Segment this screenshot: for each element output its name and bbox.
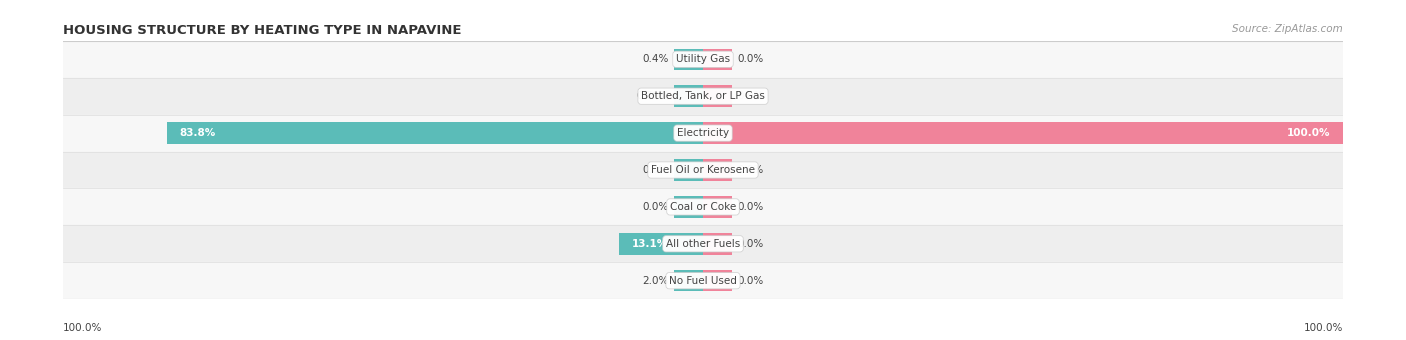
Text: 100.0%: 100.0%	[1303, 323, 1343, 333]
Bar	[63, 152, 1343, 188]
Text: HOUSING STRUCTURE BY HEATING TYPE IN NAPAVINE: HOUSING STRUCTURE BY HEATING TYPE IN NAP…	[63, 24, 461, 37]
Bar	[63, 188, 1343, 225]
Text: Bottled, Tank, or LP Gas: Bottled, Tank, or LP Gas	[641, 91, 765, 101]
Text: 13.1%: 13.1%	[631, 239, 668, 249]
Bar	[675, 49, 703, 70]
Bar	[619, 233, 703, 255]
Text: 0.4%: 0.4%	[643, 54, 669, 64]
Text: 0.0%: 0.0%	[737, 202, 763, 212]
Text: 0.79%: 0.79%	[636, 91, 669, 101]
Bar	[675, 196, 703, 218]
Text: Source: ZipAtlas.com: Source: ZipAtlas.com	[1232, 24, 1343, 34]
Text: 0.0%: 0.0%	[737, 276, 763, 286]
Bar	[63, 225, 1343, 262]
Text: Coal or Coke: Coal or Coke	[669, 202, 737, 212]
Text: 83.8%: 83.8%	[180, 128, 217, 138]
Text: 0.0%: 0.0%	[737, 54, 763, 64]
Text: 100.0%: 100.0%	[63, 323, 103, 333]
Text: Utility Gas: Utility Gas	[676, 54, 730, 64]
Bar	[703, 270, 731, 291]
Text: 0.0%: 0.0%	[737, 91, 763, 101]
Bar	[63, 262, 1343, 299]
Text: 100.0%: 100.0%	[1286, 128, 1330, 138]
Bar	[703, 196, 731, 218]
Bar	[703, 159, 731, 181]
Bar	[63, 41, 1343, 78]
Text: 2.0%: 2.0%	[643, 276, 669, 286]
Text: All other Fuels: All other Fuels	[666, 239, 740, 249]
Text: No Fuel Used: No Fuel Used	[669, 276, 737, 286]
Bar	[703, 122, 1343, 144]
Bar	[675, 270, 703, 291]
Text: Electricity: Electricity	[676, 128, 730, 138]
Text: 0.0%: 0.0%	[643, 165, 669, 175]
Text: 0.0%: 0.0%	[737, 165, 763, 175]
Bar	[675, 159, 703, 181]
Text: 0.0%: 0.0%	[643, 202, 669, 212]
Bar	[703, 49, 731, 70]
Bar	[703, 233, 731, 255]
Bar	[703, 85, 731, 107]
Text: Fuel Oil or Kerosene: Fuel Oil or Kerosene	[651, 165, 755, 175]
Bar	[63, 115, 1343, 152]
Bar	[167, 122, 703, 144]
Bar	[63, 78, 1343, 115]
Bar	[675, 85, 703, 107]
Text: 0.0%: 0.0%	[737, 239, 763, 249]
